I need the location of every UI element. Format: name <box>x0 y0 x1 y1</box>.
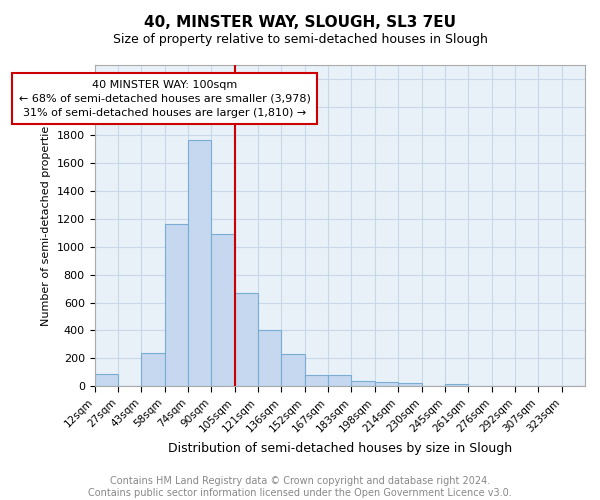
Text: 40, MINSTER WAY, SLOUGH, SL3 7EU: 40, MINSTER WAY, SLOUGH, SL3 7EU <box>144 15 456 30</box>
Bar <box>141 353 164 386</box>
Bar <box>352 381 375 386</box>
Bar <box>305 374 328 386</box>
Bar <box>258 330 281 386</box>
Text: Contains HM Land Registry data © Crown copyright and database right 2024.
Contai: Contains HM Land Registry data © Crown c… <box>88 476 512 498</box>
X-axis label: Distribution of semi-detached houses by size in Slough: Distribution of semi-detached houses by … <box>167 442 512 455</box>
Bar <box>188 140 211 386</box>
Bar <box>211 234 235 386</box>
Bar <box>281 354 305 386</box>
Bar <box>328 375 352 386</box>
Bar <box>95 374 118 386</box>
Text: 40 MINSTER WAY: 100sqm
← 68% of semi-detached houses are smaller (3,978)
31% of : 40 MINSTER WAY: 100sqm ← 68% of semi-det… <box>19 80 311 118</box>
Bar <box>235 293 258 386</box>
Bar <box>398 383 422 386</box>
Y-axis label: Number of semi-detached propertie: Number of semi-detached propertie <box>41 126 51 326</box>
Text: Size of property relative to semi-detached houses in Slough: Size of property relative to semi-detach… <box>113 32 487 46</box>
Bar <box>164 224 188 386</box>
Bar <box>375 382 398 386</box>
Bar <box>445 384 468 386</box>
